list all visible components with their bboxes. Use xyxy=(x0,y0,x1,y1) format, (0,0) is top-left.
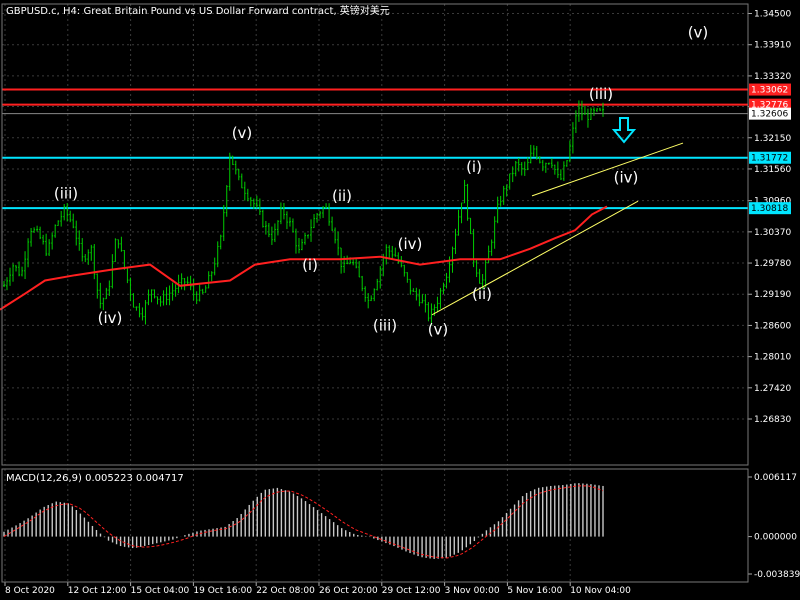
macd-title: MACD(12,26,9) 0.005223 0.004717 xyxy=(6,473,184,484)
macd-axis: 0.006117 0.000000 -0.003839 xyxy=(748,473,800,580)
level-price-label: 1.33062 xyxy=(751,86,788,96)
price-tick-label: 1.33320 xyxy=(754,72,791,82)
candles xyxy=(3,100,604,326)
time-tick-label: 10 Nov 04:00 xyxy=(570,586,631,596)
wave-label: (iii) xyxy=(373,317,397,335)
trendlines xyxy=(431,142,684,316)
wave-label: (iii) xyxy=(589,85,613,103)
time-tick-label: 15 Oct 04:00 xyxy=(131,586,190,596)
moving-average-line xyxy=(0,205,608,311)
time-tick-label: 5 Nov 16:00 xyxy=(507,586,562,596)
wave-label: (v) xyxy=(232,124,253,142)
price-tick-label: 1.31560 xyxy=(754,165,791,175)
main-grid xyxy=(2,4,748,465)
wave-label: (iii) xyxy=(54,185,78,203)
time-axis: 8 Oct 2020 12 Oct 12:00 15 Oct 04:00 19 Oct… xyxy=(4,582,631,596)
price-tick-label: 1.29190 xyxy=(754,290,791,300)
price-tick-label: 1.34500 xyxy=(754,10,791,20)
level-price-tag xyxy=(749,202,791,215)
price-tick-label: 1.28600 xyxy=(754,321,791,331)
chart-title: GBPUSD.c, H4: Great Britain Pound vs US … xyxy=(6,4,390,17)
price-tick-label: 1.29780 xyxy=(754,259,791,269)
wave-label: (iv) xyxy=(98,309,123,327)
horizontal-levels xyxy=(2,88,748,210)
wave-label: (ii) xyxy=(472,285,492,303)
time-tick-label: 3 Nov 00:00 xyxy=(445,586,500,596)
down-arrow-icon xyxy=(611,117,637,144)
time-tick-label: 22 Oct 08:00 xyxy=(256,586,315,596)
wave-label: (i) xyxy=(466,158,482,176)
price-axis: 1.345001.339101.333201.327401.321501.315… xyxy=(748,10,791,425)
time-tick-label: 26 Oct 20:00 xyxy=(319,586,378,596)
current-price-label: 1.32606 xyxy=(751,110,788,120)
level-price-tag xyxy=(749,151,791,164)
time-tick-label: 12 Oct 12:00 xyxy=(68,586,127,596)
wave-label: (i) xyxy=(302,256,318,274)
wave-label: (v) xyxy=(688,23,709,41)
price-tick-label: 1.30370 xyxy=(754,228,791,238)
main-panel-frame xyxy=(1,3,749,466)
macd-tick-label: 0.000000 xyxy=(754,533,797,543)
macd-tick-label: 0.006117 xyxy=(754,473,797,483)
price-tick-label: 1.30960 xyxy=(754,197,791,207)
time-tick-label: 19 Oct 16:00 xyxy=(193,586,252,596)
wave-label: (v) xyxy=(428,320,449,338)
time-tick-label: 29 Oct 12:00 xyxy=(382,586,441,596)
price-tick-label: 1.32150 xyxy=(754,134,791,144)
wave-labels: (iii) (iv) (v) (ii) (i) (iv) (iii) (v) (i) (ii) (i… xyxy=(54,23,708,338)
price-tick-label: 1.26830 xyxy=(754,415,791,425)
price-tick-label: 1.28010 xyxy=(754,353,791,363)
level-price-tag xyxy=(749,83,791,96)
level-price-label: 1.30818 xyxy=(751,204,788,214)
macd-signal-line xyxy=(3,485,604,559)
wave-label: (iv) xyxy=(398,235,423,253)
price-tick-label: 1.33910 xyxy=(754,41,791,51)
level-price-label: 1.32776 xyxy=(751,101,788,111)
price-tick-label: 1.27420 xyxy=(754,384,791,394)
macd-histogram xyxy=(3,483,604,559)
trendline xyxy=(431,200,639,316)
trendline xyxy=(531,142,684,197)
current-price-tag xyxy=(749,107,791,120)
level-price-label: 1.31772 xyxy=(751,154,788,164)
wave-label: (ii) xyxy=(332,187,352,205)
wave-label: (iv) xyxy=(614,169,639,187)
macd-tick-label: -0.003839 xyxy=(754,570,800,580)
time-tick-label: 8 Oct 2020 xyxy=(5,586,55,596)
macd-panel-frame xyxy=(1,468,749,583)
